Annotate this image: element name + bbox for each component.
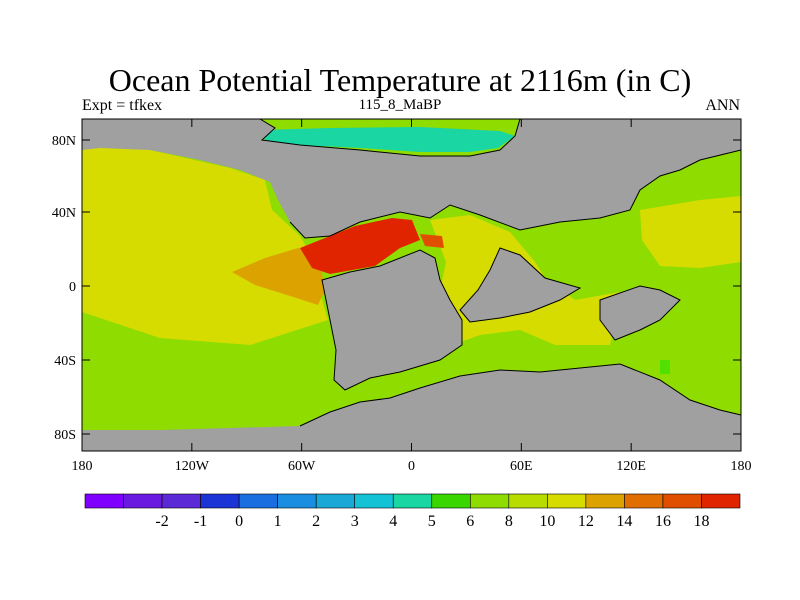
colorbar-swatch [469,493,510,509]
colorbar-label: 4 [389,513,397,530]
colorbar-swatch [315,493,356,509]
colorbar-label: 12 [578,513,594,530]
temp-region-12-14-pacific [82,140,328,345]
axis-ticks: 80N 40N 0 40S 80S 180 120W 60W 0 60E 120E 180 [52,119,752,474]
x-tick-label: 180 [731,459,752,474]
colorbar-label: 18 [693,513,709,530]
season-label: ANN [705,97,740,114]
temp-region-12-14-east [640,196,741,268]
colorbar-swatch [123,493,163,509]
x-tick-label: 120W [175,459,210,474]
y-tick-label: 80N [52,134,76,149]
colorbar-swatch [547,493,587,509]
colorbar-swatch [354,493,394,509]
colorbar-swatch [161,493,201,509]
colorbar-label: 8 [505,513,513,530]
colorbar-swatch [624,493,664,509]
colorbar-label: -2 [155,513,168,530]
time-label: 115_8_MaBP [358,97,442,113]
map-title: Ocean Potential Temperature at 2116m (in… [108,62,692,98]
temp-region-5-6-arctic [262,127,515,152]
map-plot-area [81,118,742,452]
x-tick-label: 60E [510,459,533,474]
temp-region-18-plus [300,218,420,274]
x-tick-label: 0 [408,459,415,474]
temp-region-8-10 [660,360,670,374]
colorbar-label: 10 [539,513,555,530]
y-tick-label: 0 [69,280,76,295]
colorbar-label: -1 [194,513,207,530]
colorbar-swatch [238,493,278,509]
colorbar-label: 3 [351,513,359,530]
colorbar-label: 14 [616,513,632,530]
x-tick-label: 60W [288,459,316,474]
colorbar-label: 16 [655,513,671,530]
colorbar-label: 5 [428,513,436,530]
colorbar-label: 2 [312,513,320,530]
colorbar-swatch [431,493,471,509]
temp-region-14-16 [232,248,325,305]
colorbar-swatch [585,493,625,509]
x-tick-label: 180 [72,459,93,474]
colorbar: -2 -1 0 1 2 3 4 5 6 8 10 12 14 16 18 [84,493,741,530]
colorbar-label: 1 [274,513,282,530]
x-tick-label: 120E [616,459,646,474]
coastline-south-america [321,249,463,391]
y-tick-label: 40S [54,354,76,369]
land-north-america [82,119,741,238]
colorbar-swatch [84,493,124,509]
land-antarctica [82,364,741,451]
experiment-label: Expt = tfkex [82,97,163,114]
colorbar-label: 0 [235,513,243,530]
colorbar-label: 6 [466,513,474,530]
colorbar-swatch [277,493,317,509]
colorbar-swatch [701,493,741,509]
y-tick-label: 40N [52,206,76,221]
y-tick-label: 80S [54,428,76,443]
colorbar-swatch [392,493,433,509]
coastline-east-block [599,285,681,341]
colorbar-swatch [200,493,240,509]
coastline-africa [459,247,582,323]
land-east-block [600,286,680,340]
temp-region-16-18 [420,234,444,248]
colorbar-swatch [508,493,548,509]
coastline-antarctica [299,363,742,427]
colorbar-swatch [662,493,702,509]
land-south-america [322,250,462,390]
coastline-north [259,118,742,239]
